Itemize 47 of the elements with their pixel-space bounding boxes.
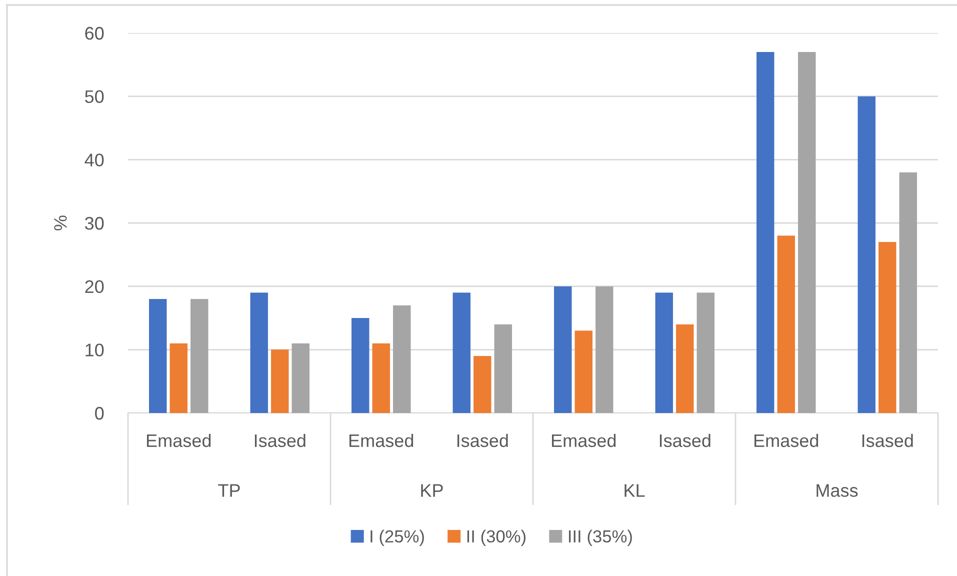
text: Mass <box>816 484 858 497</box>
bar <box>372 343 390 413</box>
bar <box>574 330 592 413</box>
text: TP <box>218 484 240 497</box>
bar <box>393 305 411 413</box>
y-tick-label: 30 <box>84 216 104 230</box>
x-tick-label: Emased <box>552 434 616 448</box>
legend-label: II (30%) <box>467 530 526 546</box>
legend-label: I (25%) <box>370 530 424 546</box>
y-axis-title: % <box>54 216 67 230</box>
bar <box>554 286 572 413</box>
bar <box>494 324 512 413</box>
bar <box>655 292 673 413</box>
bar <box>190 299 208 413</box>
bar <box>271 350 289 413</box>
bar <box>696 292 714 413</box>
text: KL <box>624 484 645 497</box>
bar <box>170 343 188 413</box>
bar <box>756 52 774 413</box>
x-tick-label: Isased <box>862 434 913 448</box>
x-tick-label: Emased <box>349 434 414 448</box>
bar <box>899 172 917 413</box>
bar <box>292 343 310 413</box>
text: KP <box>421 484 443 497</box>
legend-label: III (35%) <box>568 530 632 546</box>
y-tick-label: 40 <box>84 154 104 166</box>
x-tick-label: Isased <box>254 434 306 448</box>
bar <box>858 96 876 413</box>
bar <box>596 286 614 413</box>
bar <box>798 52 816 413</box>
bar <box>676 324 694 413</box>
bar <box>452 292 470 413</box>
bar <box>878 242 896 413</box>
x-tick-label: Emased <box>146 434 211 448</box>
y-tick-label: 10 <box>86 344 104 356</box>
bar <box>149 299 167 413</box>
x-tick-label: Isased <box>457 434 508 448</box>
bar <box>250 292 268 413</box>
bar <box>777 236 795 413</box>
x-tick-label: Isased <box>660 434 710 448</box>
bar <box>474 356 492 413</box>
y-tick-label: 0 <box>95 406 104 420</box>
y-tick-label: 50 <box>85 90 104 104</box>
bar <box>352 318 370 413</box>
x-tick-label: Emased <box>754 434 818 448</box>
y-tick-label: 60 <box>85 26 104 40</box>
y-tick-label: 20 <box>85 280 104 294</box>
